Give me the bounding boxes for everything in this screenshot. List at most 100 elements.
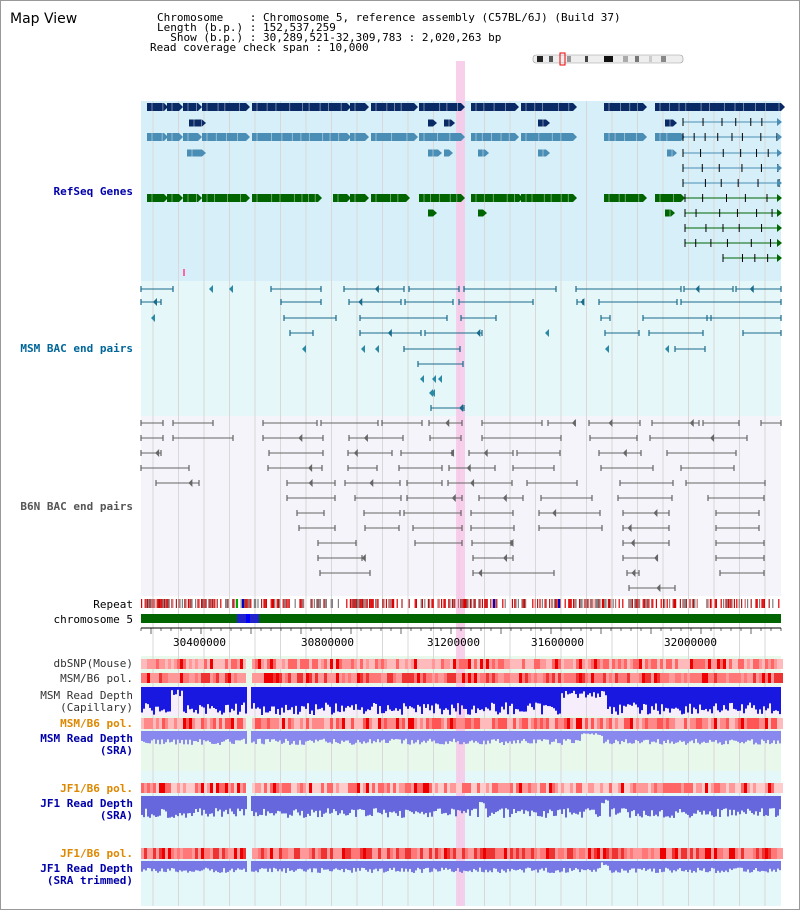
depth-bin bbox=[679, 687, 681, 711]
depth-bin bbox=[363, 731, 365, 742]
gene-body bbox=[521, 133, 573, 141]
polymorphism-bin bbox=[582, 848, 585, 859]
polymorphism-bin bbox=[738, 659, 741, 669]
polymorphism-bin bbox=[552, 848, 555, 859]
polymorphism-bin bbox=[753, 848, 756, 859]
depth-bin bbox=[557, 861, 559, 871]
depth-bin bbox=[471, 731, 473, 741]
polymorphism-bin bbox=[501, 659, 504, 669]
polymorphism-bin bbox=[177, 659, 180, 669]
depth-bin bbox=[663, 687, 665, 712]
depth-bin bbox=[297, 796, 299, 813]
polymorphism-bin bbox=[468, 673, 471, 683]
bac-end-pair bbox=[460, 315, 497, 321]
repeat-element bbox=[723, 599, 725, 608]
depth-bin bbox=[251, 687, 253, 709]
depth-bin bbox=[169, 687, 171, 712]
polymorphism-bin bbox=[273, 673, 276, 683]
polymorphism-bin bbox=[654, 718, 657, 729]
polymorphism-bin bbox=[417, 659, 420, 669]
polymorphism-bin bbox=[333, 659, 336, 669]
polymorphism-bin bbox=[288, 783, 291, 793]
repeat-element bbox=[365, 599, 367, 608]
depth-bin bbox=[749, 731, 751, 741]
depth-bin bbox=[157, 861, 159, 873]
polymorphism-bin bbox=[396, 673, 399, 683]
depth-bin bbox=[161, 796, 163, 810]
polymorphism-bin bbox=[546, 718, 549, 729]
bac-end-pair bbox=[270, 286, 322, 292]
depth-bin bbox=[183, 731, 185, 745]
polymorphism-bin bbox=[483, 673, 486, 683]
polymorphism-bin bbox=[768, 673, 771, 683]
repeat-element bbox=[358, 599, 360, 608]
polymorphism-bin bbox=[330, 783, 333, 793]
polymorphism-bin bbox=[159, 659, 162, 669]
polymorphism-bin bbox=[153, 718, 156, 729]
polymorphism-bin bbox=[201, 659, 204, 669]
depth-bin bbox=[343, 731, 345, 742]
depth-bin bbox=[661, 861, 663, 873]
track-label-jf1-depth-sra-sub: (SRA) bbox=[99, 809, 133, 822]
polymorphism-bin bbox=[375, 848, 378, 859]
depth-bin bbox=[685, 731, 687, 745]
repeat-element bbox=[465, 599, 467, 608]
repeat-element bbox=[750, 599, 752, 608]
polymorphism-bin bbox=[477, 673, 480, 683]
depth-bin bbox=[153, 687, 155, 715]
polymorphism-bin bbox=[564, 848, 567, 859]
polymorphism-bin bbox=[528, 783, 531, 793]
depth-bin bbox=[747, 731, 749, 741]
polymorphism-bin bbox=[438, 673, 441, 683]
depth-bin bbox=[601, 796, 603, 803]
polymorphism-bin bbox=[747, 848, 750, 859]
polymorphism-bin bbox=[609, 783, 612, 793]
polymorphism-bin bbox=[720, 659, 723, 669]
repeat-element bbox=[382, 599, 384, 608]
gene-arrow bbox=[198, 194, 202, 202]
depth-bin bbox=[495, 687, 497, 712]
depth-bin bbox=[651, 687, 653, 707]
depth-bin bbox=[243, 796, 245, 816]
repeat-element bbox=[642, 599, 644, 608]
depth-bin bbox=[181, 796, 183, 816]
repeat-element bbox=[371, 599, 373, 608]
repeat-element bbox=[727, 599, 729, 608]
polymorphism-bin bbox=[327, 659, 330, 669]
polymorphism-bin bbox=[735, 848, 738, 859]
polymorphism-bin bbox=[579, 783, 582, 793]
polymorphism-bin bbox=[324, 659, 327, 669]
depth-bin bbox=[733, 687, 735, 709]
repeat-element bbox=[637, 599, 639, 608]
depth-bin bbox=[507, 687, 509, 715]
polymorphism-bin bbox=[264, 848, 267, 859]
depth-bin bbox=[263, 861, 265, 869]
repeat-element bbox=[558, 599, 560, 608]
depth-bin bbox=[625, 861, 627, 871]
depth-bin bbox=[393, 687, 395, 711]
polymorphism-bin bbox=[405, 673, 408, 683]
polymorphism-bin bbox=[606, 673, 609, 683]
depth-bin bbox=[777, 731, 779, 741]
polymorphism-bin bbox=[633, 718, 636, 729]
depth-bin bbox=[461, 687, 463, 706]
gene-arrow bbox=[573, 133, 577, 141]
repeat-element bbox=[583, 599, 585, 608]
depth-bin bbox=[229, 861, 231, 871]
depth-bin bbox=[235, 731, 237, 741]
polymorphism-bin bbox=[543, 673, 546, 683]
depth-bin bbox=[693, 861, 695, 871]
polymorphism-bin bbox=[675, 718, 678, 729]
depth-bin bbox=[275, 687, 277, 714]
polymorphism-bin bbox=[255, 848, 258, 859]
polymorphism-bin bbox=[483, 659, 486, 669]
polymorphism-bin bbox=[735, 783, 738, 793]
depth-bin bbox=[141, 731, 143, 741]
repeat-element bbox=[636, 599, 638, 608]
polymorphism-bin bbox=[684, 673, 687, 683]
depth-bin bbox=[479, 687, 481, 711]
depth-bin bbox=[607, 731, 609, 740]
bac-end-pair bbox=[628, 584, 676, 592]
refseq-gene bbox=[604, 133, 647, 141]
